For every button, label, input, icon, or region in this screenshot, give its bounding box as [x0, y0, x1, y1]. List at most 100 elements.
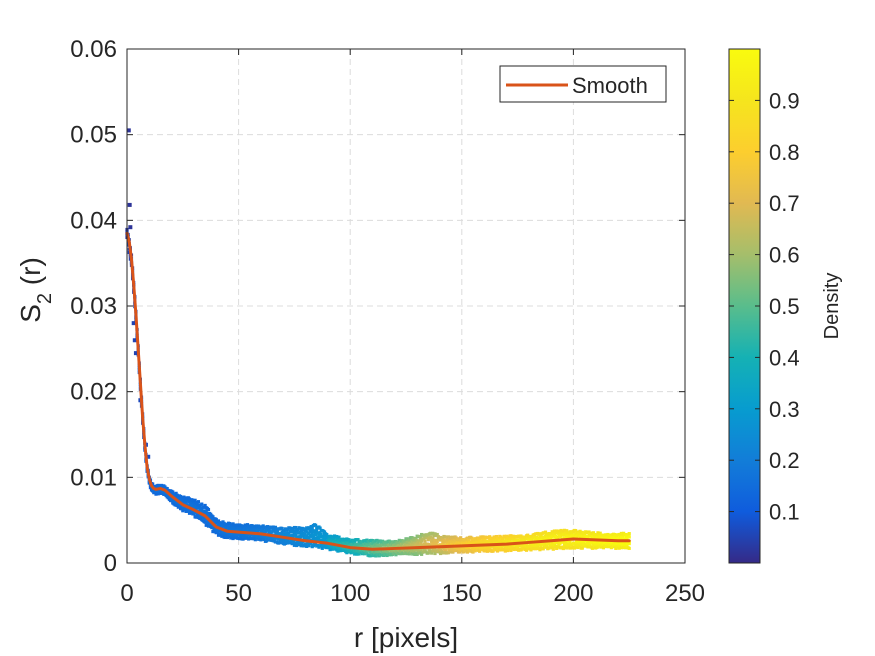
scatter-point: [536, 544, 540, 548]
x-tick-label: 50: [225, 580, 252, 607]
colorbar-tick-label: 0.1: [769, 500, 800, 525]
scatter-point: [315, 529, 319, 533]
scatter-point: [300, 529, 304, 533]
scatter-point: [305, 544, 309, 549]
scatter-point: [567, 543, 571, 547]
scatter-point: [243, 523, 247, 527]
scatter-point: [203, 503, 207, 508]
scatter-point: [580, 546, 584, 550]
scatter-point: [553, 545, 558, 549]
scatter-point: [409, 539, 414, 543]
scatter-point: [289, 528, 293, 532]
scatter-point: [556, 531, 560, 535]
scatter-point: [216, 519, 221, 523]
scatter-point: [444, 535, 448, 539]
scatter-point: [423, 539, 427, 543]
scatter-point: [465, 536, 469, 540]
scatter-point: [524, 548, 529, 552]
scatter-point: [433, 551, 437, 556]
scatter-point: [594, 539, 598, 544]
scatter-point: [190, 504, 194, 508]
scatter-point: [293, 533, 298, 537]
colorbar-tick-label: 0.2: [769, 448, 800, 473]
scatter-outlier: [126, 128, 131, 133]
scatter-point: [292, 543, 296, 547]
scatter-point: [452, 540, 456, 545]
scatter-point: [586, 536, 590, 540]
x-tick-label: 0: [120, 580, 133, 607]
scatter-point: [380, 550, 385, 554]
colorbar-label: Density: [821, 273, 843, 340]
scatter-point: [266, 525, 270, 529]
scatter-outlier: [128, 225, 133, 230]
colorbar-tick-label: 0.5: [769, 294, 800, 319]
scatter-point: [575, 540, 579, 545]
scatter-point: [445, 540, 449, 544]
scatter-point: [619, 546, 623, 550]
scatter-point: [320, 546, 324, 550]
scatter-point: [339, 542, 343, 546]
y-axis-label: S2 (r): [15, 257, 56, 323]
scatter-point: [522, 539, 526, 543]
scatter-point: [253, 538, 257, 542]
scatter-point: [591, 531, 596, 535]
scatter-point: [317, 537, 321, 541]
scatter-point: [299, 535, 303, 539]
scatter-point: [336, 537, 340, 541]
scatter-point: [567, 539, 571, 543]
scatter-point: [337, 535, 341, 539]
scatter-point: [451, 535, 455, 539]
smooth-series-line: [125, 231, 631, 551]
colorbar-tick-label: 0.7: [769, 191, 800, 216]
scatter-point: [204, 517, 208, 521]
scatter-point: [314, 523, 318, 527]
scatter-point: [187, 509, 192, 513]
scatter-point: [408, 541, 413, 545]
scatter-point: [356, 538, 360, 542]
x-axis-ticks: 0 50 100 150 200 250: [120, 49, 705, 607]
scatter-point: [414, 537, 418, 541]
scatter-point: [195, 513, 199, 517]
scatter-point: [478, 536, 482, 541]
scatter-point: [577, 531, 581, 536]
scatter-point: [432, 549, 436, 553]
scatter-point: [192, 512, 196, 516]
scatter-point: [322, 530, 327, 534]
scatter-point: [165, 487, 169, 491]
scatter-point: [271, 525, 275, 529]
scatter-point: [596, 531, 600, 535]
grid: [127, 49, 685, 563]
scatter-point: [428, 543, 433, 547]
scatter-point: [470, 536, 474, 540]
y-tick-label: 0.03: [70, 293, 117, 320]
scatter-point: [210, 517, 214, 521]
scatter-point: [277, 541, 281, 545]
scatter-point: [443, 549, 447, 553]
scatter-point: [220, 534, 224, 538]
scatter-outlier: [132, 338, 137, 343]
scatter-point: [181, 509, 185, 513]
scatter-point: [457, 541, 462, 545]
scatter-point: [272, 527, 276, 532]
scatter-point: [353, 540, 357, 545]
scatter-point: [557, 529, 561, 533]
scatter-point: [273, 525, 278, 529]
scatter-point: [431, 536, 435, 540]
scatter-point: [267, 527, 271, 531]
scatter-point: [550, 530, 554, 534]
scatter-point: [261, 524, 265, 528]
scatter-point: [250, 524, 254, 528]
legend-label-smooth: Smooth: [572, 73, 648, 98]
scatter-point: [568, 532, 572, 536]
scatter-point: [205, 514, 209, 518]
scatter-point: [420, 539, 424, 543]
scatter-point: [435, 532, 439, 537]
scatter-point: [317, 532, 321, 537]
scatter-outlier: [133, 351, 138, 356]
scatter-point: [318, 526, 322, 530]
x-tick-label: 250: [665, 580, 705, 607]
scatter-point: [426, 551, 430, 555]
scatter-point: [192, 505, 196, 509]
scatter-point: [491, 537, 495, 541]
y-axis-ticks: 0 0.01 0.02 0.03 0.04 0.05 0.06: [70, 36, 685, 577]
